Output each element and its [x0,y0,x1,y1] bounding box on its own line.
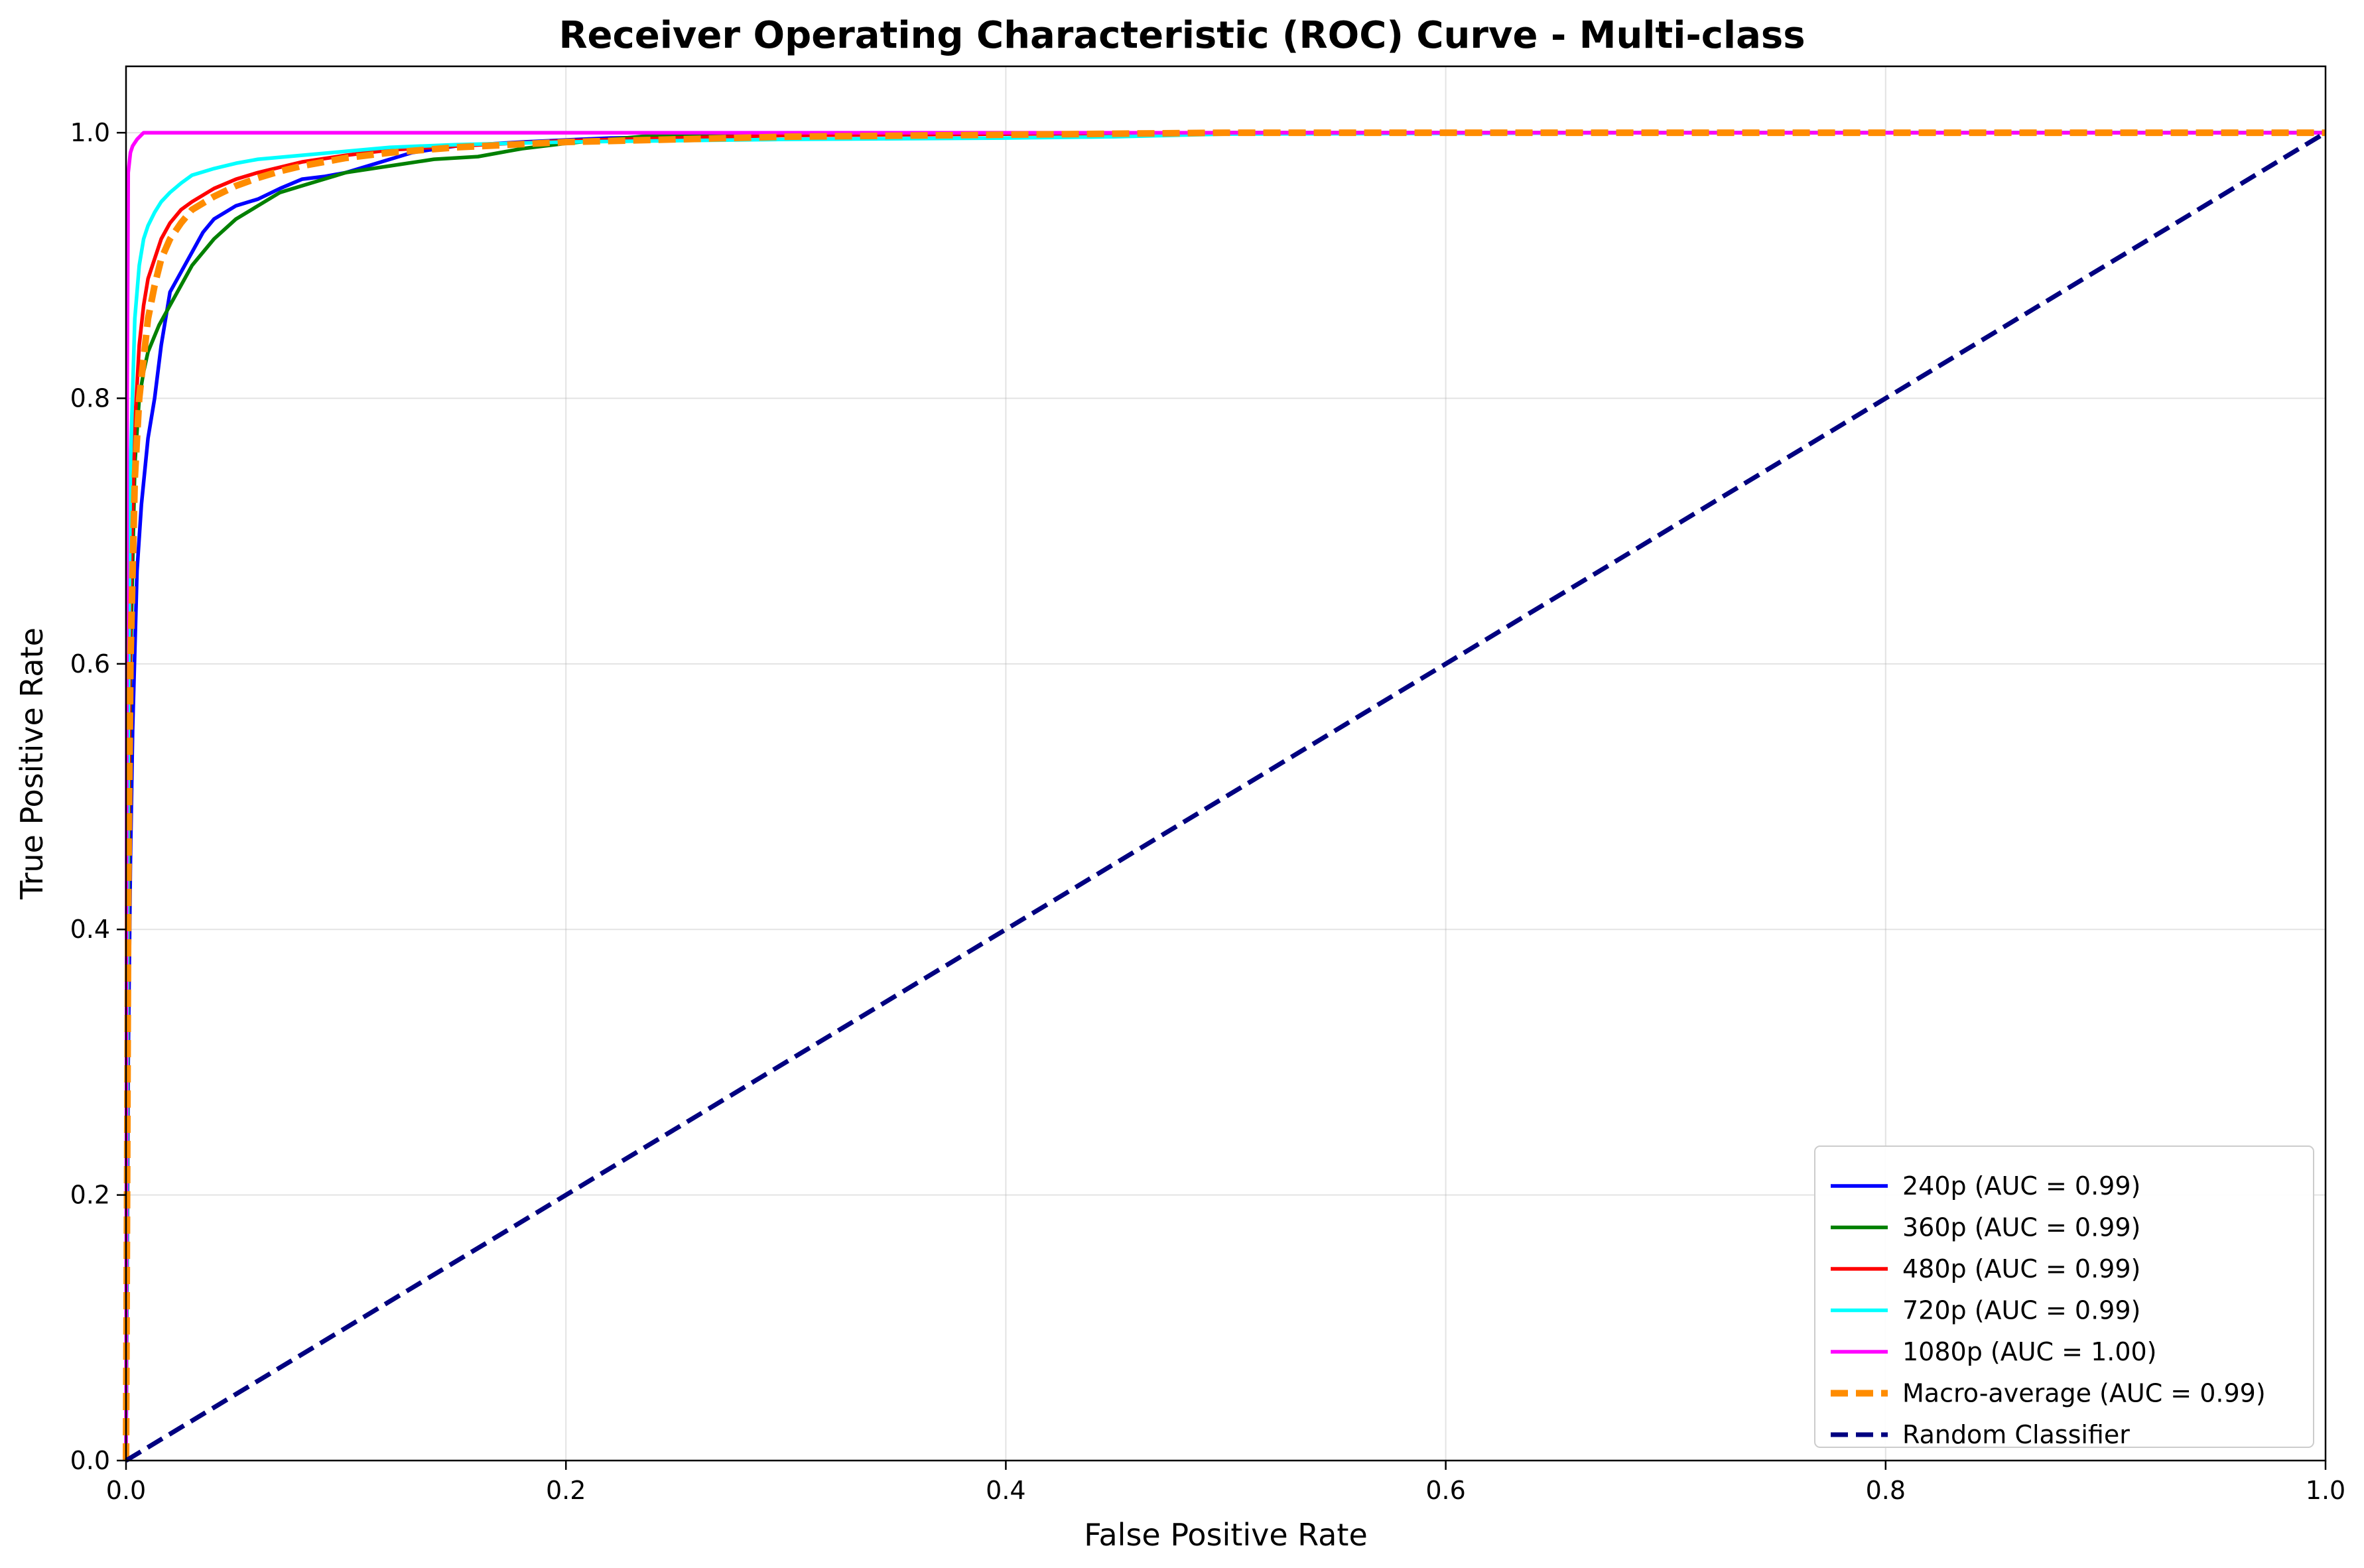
legend-label: 480p (AUC = 0.99) [1902,1254,2140,1283]
axis-ticks: 0.0 0.2 0.4 0.6 0.8 1.0 0.0 0.2 0.4 0.6 0.8 1.0 [70,118,2346,1505]
y-axis-label: True Positive Rate [14,627,50,900]
series-line-1080p [124,131,2326,1461]
chart-title: Receiver Operating Characteristic (ROC) … [558,14,1805,57]
legend-label: Macro-average (AUC = 0.99) [1902,1379,2266,1408]
x-tick-label: 0.4 [986,1476,1025,1505]
y-tick-label: 0.6 [70,649,110,679]
x-axis-label: False Positive Rate [1084,1517,1368,1553]
legend-label: 720p (AUC = 0.99) [1902,1296,2140,1325]
y-tick-label: 0.8 [70,383,110,413]
y-tick-label: 0.0 [70,1446,110,1475]
x-tick-label: 0.8 [1866,1476,1906,1505]
plot-frame [125,65,2327,1462]
legend-label: 240p (AUC = 0.99) [1902,1171,2140,1201]
x-tick-label: 0.0 [106,1476,146,1505]
data-series [123,129,2327,1463]
series-line-macroaverage [123,129,2326,1461]
legend: 240p (AUC = 0.99) 360p (AUC = 0.99) 480p (… [1814,1145,2314,1449]
legend-label: Random Classifier [1902,1420,2130,1449]
x-tick-label: 1.0 [2306,1476,2345,1505]
y-tick-label: 0.2 [70,1181,110,1210]
y-tick-label: 0.4 [70,915,110,944]
legend-box [1814,1145,2314,1448]
x-tick-label: 0.6 [1425,1476,1465,1505]
x-tick-label: 0.2 [546,1476,586,1505]
legend-label: 360p (AUC = 0.99) [1902,1213,2140,1242]
legend-label: 1080p (AUC = 1.00) [1902,1337,2157,1366]
y-tick-label: 1.0 [70,118,110,147]
